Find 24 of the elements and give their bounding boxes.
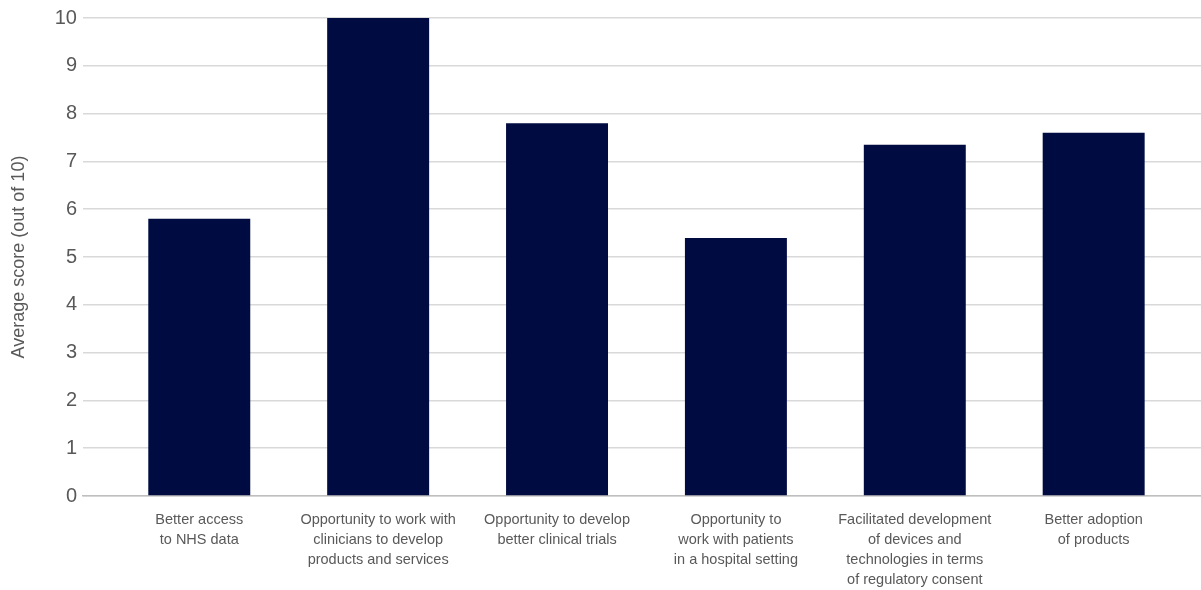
bar [863, 144, 966, 496]
y-tick-label: 8 [65, 101, 77, 124]
bar [148, 218, 251, 496]
y-tick-label: 10 [54, 5, 77, 28]
x-tick-label: Opportunity to work with clinicians to develop products and services [300, 511, 456, 568]
x-tick-label: Facilitated development of devices and technologies in terms of regulatory consent [838, 511, 992, 588]
bar [1042, 132, 1145, 496]
y-tick-label: 6 [65, 196, 77, 219]
y-tick-label: 2 [65, 387, 77, 410]
bar [684, 237, 787, 496]
y-tick-label: 5 [65, 244, 77, 267]
x-tick-label: Better access to NHS data [155, 511, 244, 548]
y-tick-label: 7 [65, 148, 77, 171]
y-tick-label: 0 [65, 483, 77, 506]
bar [327, 18, 430, 496]
y-tick-label: 1 [65, 435, 77, 458]
bar [506, 123, 609, 496]
y-tick-label: 4 [65, 292, 77, 315]
x-tick-label: Opportunity to work with patients in a hospital setting [673, 511, 798, 568]
x-tick-label: Better adoption of products [1044, 511, 1143, 548]
y-tick-label: 9 [65, 53, 77, 76]
y-tick-label: 3 [65, 340, 77, 363]
y-axis-title: Average score (out of 10) [7, 155, 28, 359]
x-tick-label: Opportunity to develop better clinical trials [484, 511, 630, 548]
